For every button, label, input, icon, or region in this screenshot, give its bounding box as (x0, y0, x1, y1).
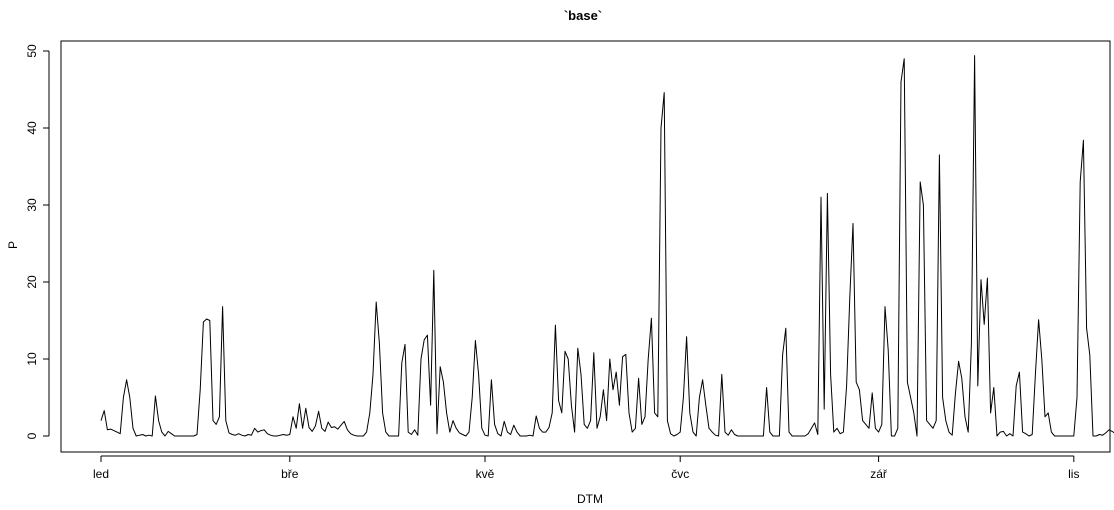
chart-title: `base` (564, 8, 602, 23)
x-tick-label: led (93, 467, 109, 481)
x-tick-label: kvě (476, 467, 495, 481)
x-tick-label: zář (870, 467, 888, 481)
x-tick-label: lis (1068, 467, 1079, 481)
x-tick-label: čvc (671, 467, 689, 481)
y-axis-label: P (6, 241, 20, 249)
x-axis: led bře kvě čvc zář lis (93, 455, 1079, 481)
y-tick-label: 10 (25, 352, 39, 366)
plot-box (60, 40, 1111, 453)
series-group (100, 55, 1114, 437)
y-axis: 0 10 20 30 40 50 (25, 44, 50, 439)
y-tick-label: 0 (25, 432, 39, 439)
x-axis-label: DTM (577, 492, 603, 506)
series-line (100, 55, 1114, 437)
x-tick-label: bře (281, 467, 299, 481)
y-tick-label: 40 (25, 121, 39, 135)
y-tick-label: 50 (25, 44, 39, 58)
y-tick-label: 30 (25, 198, 39, 212)
y-tick-label: 20 (25, 275, 39, 289)
